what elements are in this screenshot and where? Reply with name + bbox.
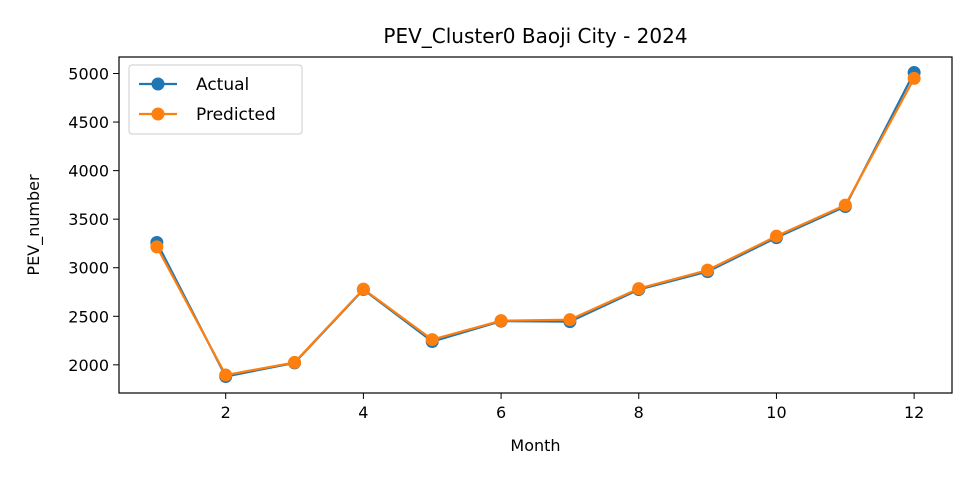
- x-tick-label: 6: [496, 403, 506, 422]
- y-axis-label: PEV_number: [24, 174, 44, 276]
- legend: Actual Predicted: [128, 64, 303, 135]
- data-point: [219, 368, 233, 382]
- y-tick-label: 3000: [68, 259, 109, 278]
- y-tick-label: 4500: [68, 113, 109, 132]
- data-point: [632, 282, 646, 296]
- x-axis-label: Month: [510, 436, 560, 455]
- legend-item-actual: Actual: [139, 75, 249, 95]
- legend-label: Predicted: [196, 105, 276, 125]
- data-point: [150, 240, 164, 254]
- series-predicted: [150, 71, 921, 382]
- plot-area: [150, 66, 921, 383]
- data-point: [288, 355, 302, 369]
- y-axis: 2000 2500 3000 3500 4000 4500 5000: [68, 65, 119, 375]
- x-tick-label: 2: [221, 403, 231, 422]
- data-point: [701, 263, 715, 277]
- data-point: [494, 314, 508, 328]
- chart-title: PEV_Cluster0 Baoji City - 2024: [383, 24, 687, 48]
- plot-frame: [118, 56, 953, 394]
- x-tick-label: 10: [766, 403, 786, 422]
- data-point: [425, 333, 439, 347]
- x-tick-label: 4: [358, 403, 368, 422]
- y-tick-label: 2500: [68, 307, 109, 326]
- legend-label: Actual: [196, 75, 249, 95]
- data-point: [563, 313, 577, 327]
- legend-box: [128, 64, 303, 135]
- x-tick-label: 8: [634, 403, 644, 422]
- legend-marker: [151, 77, 165, 91]
- y-tick-label: 4000: [68, 162, 109, 181]
- y-tick-label: 3500: [68, 210, 109, 229]
- data-point: [356, 282, 370, 296]
- series-line: [155, 77, 916, 377]
- legend-item-predicted: Predicted: [139, 105, 276, 125]
- x-axis: 2 4 6 8 10 12: [221, 393, 924, 422]
- data-point: [769, 229, 783, 243]
- y-tick-label: 5000: [68, 65, 109, 84]
- data-point: [838, 198, 852, 212]
- x-tick-label: 12: [904, 403, 924, 422]
- data-point: [907, 71, 921, 85]
- y-tick-label: 2000: [68, 356, 109, 375]
- legend-marker: [151, 107, 165, 121]
